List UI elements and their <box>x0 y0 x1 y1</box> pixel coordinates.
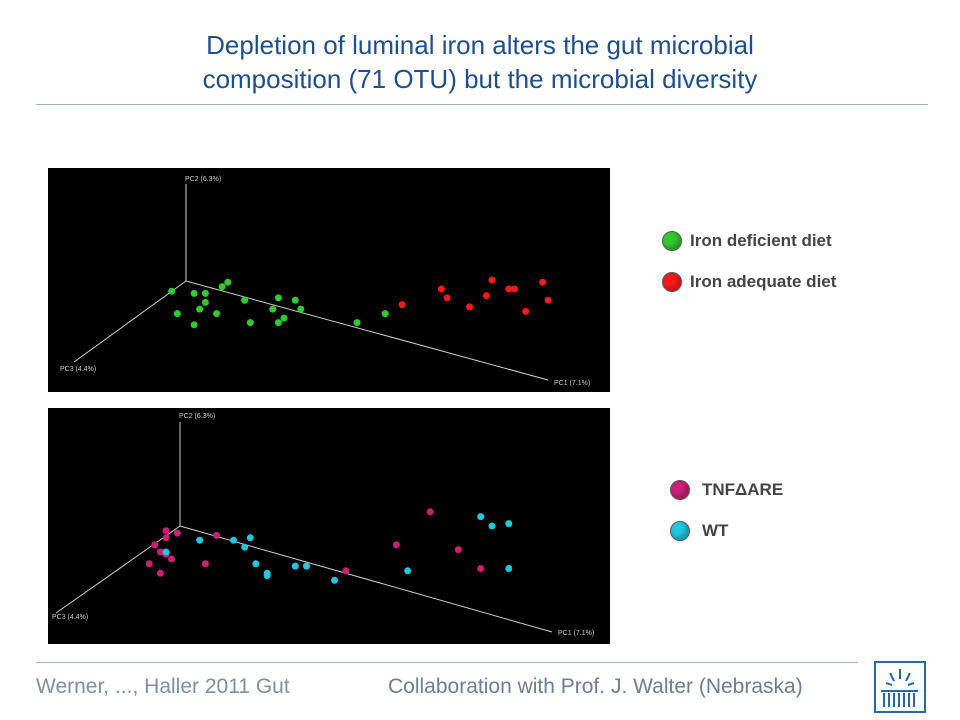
data-point-0-0-16 <box>274 319 282 327</box>
data-point-0-0-2 <box>201 298 209 306</box>
cyan-dot-icon <box>670 521 690 541</box>
pc3-axis <box>73 280 187 363</box>
data-point-1-1-4 <box>252 560 260 568</box>
data-point-0-0-15 <box>246 319 254 327</box>
slide-title-line-2: composition (71 OTU) but the microbial d… <box>202 64 758 94</box>
data-point-1-0-12 <box>392 541 400 549</box>
data-point-0-0-9 <box>218 283 226 291</box>
data-point-0-1-4 <box>488 276 496 284</box>
data-point-0-0-12 <box>274 294 282 302</box>
magenta-dot-icon <box>670 480 690 500</box>
data-point-1-0-8 <box>156 569 164 577</box>
green-dot-icon <box>662 231 682 251</box>
title-divider <box>36 104 928 105</box>
pc1-axis <box>179 525 553 633</box>
pc1-axis <box>185 280 549 381</box>
pcoa-plot-genotype-svg: PC2 (6.3%) PC1 (7.1%) PC3 (4.4%) <box>52 413 594 637</box>
data-point-1-0-3 <box>151 541 159 549</box>
data-point-1-1-11 <box>477 513 485 521</box>
data-point-1-1-15 <box>241 543 249 551</box>
data-point-1-0-11 <box>426 508 434 516</box>
data-points <box>168 276 552 329</box>
data-point-1-1-12 <box>488 522 496 530</box>
data-point-0-1-5 <box>505 285 513 293</box>
data-point-0-1-8 <box>544 296 552 304</box>
collaboration-note: Collaboration with Prof. J. Walter (Nebr… <box>388 675 803 698</box>
data-point-1-1-14 <box>505 565 513 572</box>
data-point-0-1-6 <box>522 307 530 315</box>
legend-item-iron-adequate: Iron adequate diet <box>662 272 836 292</box>
pc3-axis <box>55 525 181 614</box>
data-point-1-1-3 <box>246 534 254 542</box>
data-point-0-0-5 <box>190 321 198 329</box>
data-point-1-0-15 <box>342 567 350 575</box>
legend-item-iron-deficient: Iron deficient diet <box>662 231 832 251</box>
data-point-0-0-14 <box>297 305 305 313</box>
data-points <box>145 508 513 584</box>
data-point-1-1-6 <box>263 572 271 580</box>
pc1-axis-label: PC1 (7.1%) <box>554 380 590 387</box>
red-dot-icon <box>662 272 682 292</box>
legend-label: Iron deficient diet <box>690 231 832 250</box>
data-point-1-1-1 <box>196 536 204 544</box>
institute-logo-icon <box>874 661 926 713</box>
data-point-1-0-14 <box>477 565 485 572</box>
data-point-0-0-18 <box>353 319 361 327</box>
data-point-0-0-1 <box>190 289 198 297</box>
data-point-1-0-1 <box>173 529 181 537</box>
logo-graphic <box>881 669 918 707</box>
legend-label: Iron adequate diet <box>690 272 837 291</box>
slide-title: Depletion of luminal iron alters the gut… <box>40 28 920 96</box>
data-point-1-0-4 <box>156 548 164 556</box>
pc2-axis-label: PC2 (6.3%) <box>179 413 215 420</box>
data-point-1-1-13 <box>505 520 513 528</box>
legend-item-wt: WT <box>670 521 728 541</box>
citation: Werner, ..., Haller 2011 Gut <box>36 675 290 698</box>
data-point-1-1-8 <box>303 562 310 570</box>
data-point-1-1-7 <box>291 562 299 570</box>
data-point-0-0-17 <box>280 314 288 322</box>
data-point-0-0-11 <box>291 296 299 304</box>
data-point-1-0-10 <box>213 531 221 539</box>
data-point-0-0-10 <box>241 296 249 304</box>
data-point-0-0-0 <box>168 287 176 295</box>
data-point-1-0-9 <box>201 560 209 568</box>
pcoa-plot-genotype: PC2 (6.3%) PC1 (7.1%) PC3 (4.4%) <box>48 408 610 644</box>
footer-divider <box>36 662 858 663</box>
data-point-0-0-6 <box>173 310 181 318</box>
data-point-0-0-3 <box>201 289 209 297</box>
data-point-0-0-19 <box>381 310 389 318</box>
legend-label: WT <box>702 521 729 540</box>
data-point-1-1-10 <box>404 567 412 575</box>
data-point-0-1-1 <box>437 285 445 293</box>
data-point-0-0-4 <box>196 305 204 313</box>
data-point-1-0-7 <box>145 560 153 568</box>
data-point-0-1-7 <box>539 278 547 286</box>
legend-item-tnf: TNFΔARE <box>670 480 783 500</box>
data-point-0-1-0 <box>398 301 406 309</box>
data-point-0-1-3 <box>482 292 490 300</box>
data-point-1-0-2 <box>162 534 170 542</box>
data-point-1-1-2 <box>230 536 237 544</box>
data-point-0-1-10 <box>511 285 518 293</box>
legend-label: TNFΔARE <box>702 480 784 499</box>
data-point-0-1-2 <box>443 294 451 302</box>
pc3-axis-label: PC3 (4.4%) <box>60 366 96 373</box>
data-point-0-0-20 <box>224 278 232 286</box>
pcoa-plot-diet-svg: PC2 (6.3%) PC1 (7.1%) PC3 (4.4%) <box>60 176 590 387</box>
data-point-1-1-0 <box>162 548 170 556</box>
data-point-1-0-0 <box>162 527 170 535</box>
pc1-axis-label: PC1 (7.1%) <box>558 630 594 637</box>
data-point-0-0-7 <box>213 310 221 318</box>
data-point-0-0-13 <box>269 305 277 313</box>
slide-title-line-1: Depletion of luminal iron alters the gut… <box>206 30 754 60</box>
pc2-axis-label: PC2 (6.3%) <box>185 176 221 183</box>
data-point-1-0-6 <box>168 555 176 563</box>
pcoa-plot-diet: PC2 (6.3%) PC1 (7.1%) PC3 (4.4%) <box>48 168 610 392</box>
data-point-1-0-13 <box>454 546 462 554</box>
data-point-0-1-9 <box>466 303 473 311</box>
data-point-1-1-9 <box>331 576 339 584</box>
pc3-axis-label: PC3 (4.4%) <box>52 614 88 621</box>
